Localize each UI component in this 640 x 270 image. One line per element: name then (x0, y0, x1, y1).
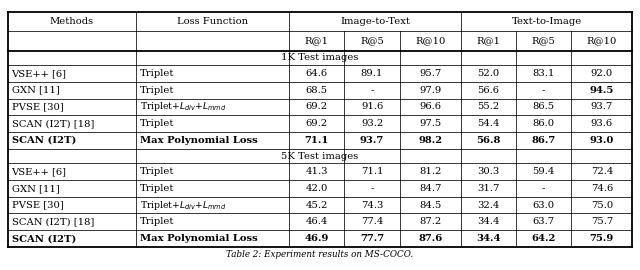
Text: Triplet: Triplet (140, 119, 175, 128)
Text: R@1: R@1 (476, 37, 500, 46)
Text: 46.4: 46.4 (305, 217, 328, 226)
Text: 56.8: 56.8 (476, 136, 500, 145)
Text: 1K Test images: 1K Test images (282, 53, 358, 62)
Text: 71.1: 71.1 (305, 136, 329, 145)
Text: 77.4: 77.4 (361, 217, 383, 226)
Text: -: - (371, 86, 374, 95)
Text: R@1: R@1 (305, 37, 329, 46)
Text: Triplet+$L_{div}$+$L_{mmd}$: Triplet+$L_{div}$+$L_{mmd}$ (140, 199, 226, 212)
Text: 83.1: 83.1 (532, 69, 555, 78)
Text: 93.7: 93.7 (591, 102, 613, 112)
Text: Triplet: Triplet (140, 217, 175, 226)
Text: Loss Function: Loss Function (177, 17, 248, 26)
Text: VSE++ [6]: VSE++ [6] (12, 167, 67, 176)
Text: SCAN (I2T): SCAN (I2T) (12, 234, 76, 243)
Text: 93.0: 93.0 (589, 136, 614, 145)
Text: Table 2: Experiment results on MS-COCO.: Table 2: Experiment results on MS-COCO. (227, 250, 413, 259)
Text: 86.5: 86.5 (532, 102, 555, 112)
Text: 64.6: 64.6 (306, 69, 328, 78)
Text: 72.4: 72.4 (591, 167, 613, 176)
Text: Triplet: Triplet (140, 184, 175, 193)
Text: GXN [11]: GXN [11] (12, 86, 60, 95)
Text: SCAN (I2T) [18]: SCAN (I2T) [18] (12, 217, 94, 226)
Text: 74.6: 74.6 (591, 184, 613, 193)
Text: 71.1: 71.1 (361, 167, 383, 176)
Text: 34.4: 34.4 (476, 234, 500, 243)
Text: Text-to-Image: Text-to-Image (511, 17, 582, 26)
Text: 87.2: 87.2 (419, 217, 442, 226)
Text: 97.9: 97.9 (419, 86, 442, 95)
Text: 95.7: 95.7 (419, 69, 442, 78)
Text: 75.7: 75.7 (591, 217, 613, 226)
Text: 87.6: 87.6 (418, 234, 442, 243)
Text: SCAN (I2T) [18]: SCAN (I2T) [18] (12, 119, 94, 128)
Text: 54.4: 54.4 (477, 119, 500, 128)
Text: 31.7: 31.7 (477, 184, 500, 193)
Text: Image-to-Text: Image-to-Text (340, 17, 410, 26)
Text: 92.0: 92.0 (591, 69, 613, 78)
Text: 41.3: 41.3 (305, 167, 328, 176)
Text: 97.5: 97.5 (419, 119, 442, 128)
Text: R@5: R@5 (360, 37, 384, 46)
Text: 64.2: 64.2 (531, 234, 556, 243)
Text: 89.1: 89.1 (361, 69, 383, 78)
Text: 32.4: 32.4 (477, 201, 500, 210)
Text: 86.7: 86.7 (532, 136, 556, 145)
Text: 52.0: 52.0 (477, 69, 499, 78)
Text: SCAN (I2T): SCAN (I2T) (12, 136, 76, 145)
Text: 69.2: 69.2 (306, 119, 328, 128)
Text: 86.0: 86.0 (532, 119, 555, 128)
Text: 59.4: 59.4 (532, 167, 555, 176)
Text: -: - (371, 184, 374, 193)
Text: GXN [11]: GXN [11] (12, 184, 60, 193)
Text: PVSE [30]: PVSE [30] (12, 102, 63, 112)
Text: 75.0: 75.0 (591, 201, 613, 210)
Text: 55.2: 55.2 (477, 102, 499, 112)
Text: 81.2: 81.2 (419, 167, 442, 176)
Text: 30.3: 30.3 (477, 167, 499, 176)
Text: -: - (542, 184, 545, 193)
Text: 34.4: 34.4 (477, 217, 500, 226)
Text: Methods: Methods (50, 17, 94, 26)
Text: Max Polynomial Loss: Max Polynomial Loss (140, 136, 258, 145)
Text: R@5: R@5 (532, 37, 556, 46)
Text: -: - (542, 86, 545, 95)
Text: 68.5: 68.5 (306, 86, 328, 95)
Text: 93.6: 93.6 (591, 119, 613, 128)
Text: 98.2: 98.2 (418, 136, 442, 145)
Text: R@10: R@10 (587, 37, 617, 46)
Text: VSE++ [6]: VSE++ [6] (12, 69, 67, 78)
Text: 63.0: 63.0 (532, 201, 555, 210)
Text: 5K Test images: 5K Test images (282, 151, 358, 161)
Text: R@10: R@10 (415, 37, 445, 46)
Text: 69.2: 69.2 (306, 102, 328, 112)
Text: Triplet: Triplet (140, 86, 175, 95)
Text: Triplet+$L_{div}$+$L_{mmd}$: Triplet+$L_{div}$+$L_{mmd}$ (140, 100, 226, 113)
Text: 56.6: 56.6 (477, 86, 499, 95)
Text: 74.3: 74.3 (361, 201, 383, 210)
Text: 45.2: 45.2 (305, 201, 328, 210)
Text: Triplet: Triplet (140, 167, 175, 176)
Text: 77.7: 77.7 (360, 234, 384, 243)
Text: 91.6: 91.6 (361, 102, 383, 112)
Text: 96.6: 96.6 (419, 102, 441, 112)
Text: 63.7: 63.7 (532, 217, 555, 226)
Text: Max Polynomial Loss: Max Polynomial Loss (140, 234, 258, 243)
Text: Triplet: Triplet (140, 69, 175, 78)
Text: 42.0: 42.0 (305, 184, 328, 193)
Text: PVSE [30]: PVSE [30] (12, 201, 63, 210)
Text: 84.7: 84.7 (419, 184, 442, 193)
Text: 46.9: 46.9 (305, 234, 329, 243)
Text: 93.7: 93.7 (360, 136, 384, 145)
Text: 75.9: 75.9 (589, 234, 614, 243)
Text: 84.5: 84.5 (419, 201, 442, 210)
Text: 94.5: 94.5 (589, 86, 614, 95)
Text: 93.2: 93.2 (361, 119, 383, 128)
